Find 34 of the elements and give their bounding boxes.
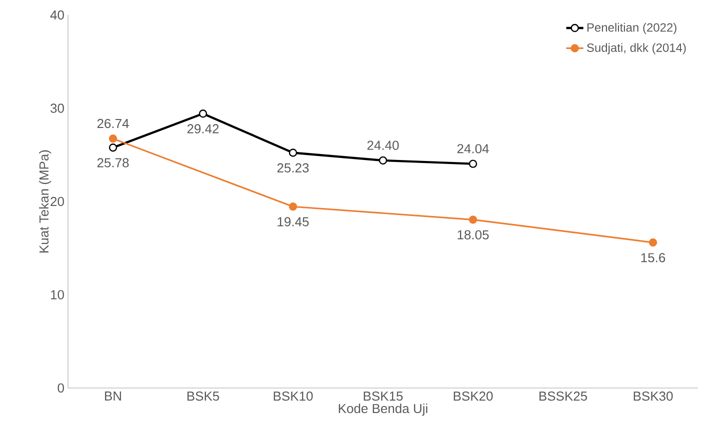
point <box>288 202 298 211</box>
point <box>288 148 298 157</box>
x-tick-label: BN <box>105 392 121 400</box>
data-label: 15.6 <box>641 253 666 262</box>
data-label: 19.45 <box>278 217 309 226</box>
y-tick-label: 40 <box>50 10 64 20</box>
point <box>108 134 118 143</box>
data-label: 25.78 <box>97 158 129 168</box>
data-label: 29.42 <box>187 124 219 134</box>
x-tick-label: BSK5 <box>187 392 220 401</box>
x-tick-label: BSK10 <box>274 392 313 401</box>
data-label: 25.23 <box>277 163 309 172</box>
y-tick-label: 30 <box>50 104 64 113</box>
point <box>468 216 478 224</box>
point <box>108 143 118 152</box>
x-axis-title: Kode Benda Uji <box>338 404 428 416</box>
y-tick-label: 20 <box>50 196 64 206</box>
y-axis-title: Kuat Tekan (MPa) <box>39 150 52 252</box>
data-label: 18.05 <box>458 230 489 240</box>
data-label: 24.04 <box>457 144 489 154</box>
y-tick-label: 0 <box>58 383 64 393</box>
data-label: 24.40 <box>367 140 399 150</box>
point <box>468 160 478 168</box>
legend-label: Penelitian (2022) <box>587 22 676 34</box>
x-tick-label: BSK15 <box>364 392 403 401</box>
point <box>198 110 208 118</box>
legend-label: Sudjati, dkk (2014) <box>586 43 686 54</box>
data-label: 26.74 <box>97 118 129 128</box>
x-tick-label: BSK20 <box>454 392 493 401</box>
x-tick-label: BSK30 <box>634 392 673 401</box>
point <box>648 238 658 247</box>
x-tick-label: BSSK25 <box>539 392 588 401</box>
y-tick-label: 10 <box>51 290 64 300</box>
point <box>378 156 388 165</box>
